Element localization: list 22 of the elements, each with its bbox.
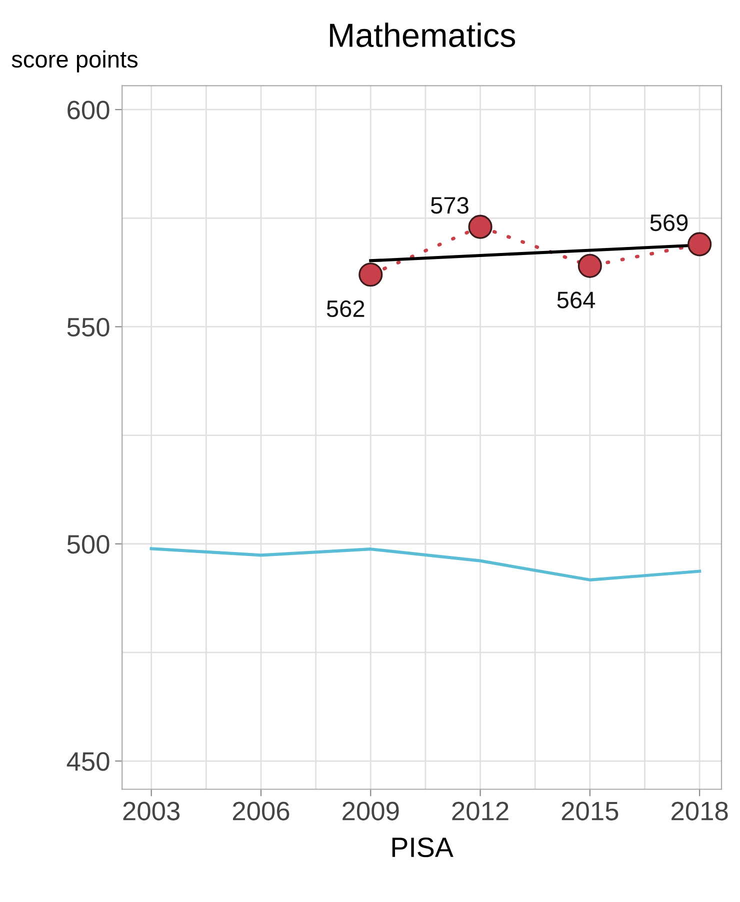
point [688, 232, 712, 256]
chart-title: Mathematics [330, 22, 516, 48]
x-tick-label: 2003 [123, 802, 180, 820]
point [358, 262, 383, 287]
x-tick-label: 2006 [232, 802, 290, 820]
line-series [150, 547, 702, 582]
x-tick-label: 2015 [562, 802, 618, 820]
y-tick-label: 450 [66, 752, 110, 771]
x-tick-label: 2018 [672, 802, 728, 820]
x-axis-title: PISA [392, 838, 454, 858]
data-label: 562 [326, 300, 364, 318]
y-tick-label: 500 [67, 535, 110, 554]
y-tick-label: 550 [67, 318, 110, 337]
data-label: 564 [557, 292, 596, 308]
x-tick-label: 2009 [342, 802, 399, 820]
point [468, 214, 492, 239]
point [578, 254, 602, 278]
data-label: 569 [650, 214, 688, 232]
data-label: 573 [430, 197, 468, 214]
y-tick-label: 600 [68, 100, 110, 120]
x-tick-label: 2012 [452, 802, 508, 820]
y-axis-title: score points [12, 50, 138, 72]
